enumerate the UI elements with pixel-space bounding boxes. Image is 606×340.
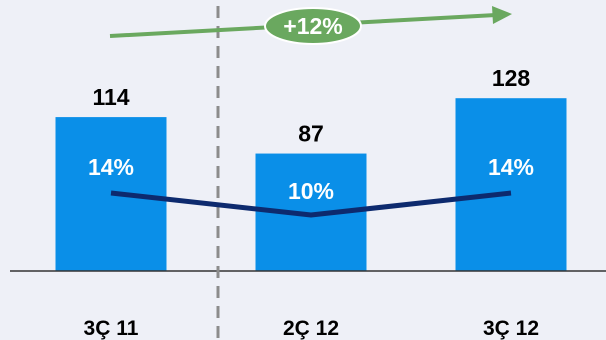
growth-annotation-label: +12%: [283, 13, 342, 39]
percentage-label-1: 14%: [88, 154, 134, 180]
bar-3: [455, 98, 567, 271]
category-label-3: 3Ç 12: [483, 317, 539, 340]
bar-value-label-2: 87: [298, 121, 324, 147]
growth-arrow-head: [492, 6, 512, 24]
bar-value-label-1: 114: [92, 84, 129, 110]
category-label-2: 2Ç 12: [283, 317, 339, 340]
percentage-label-3: 14%: [488, 154, 534, 180]
category-label-1: 3Ç 11: [84, 317, 139, 340]
growth-badge: [264, 7, 362, 45]
percentage-line-series: [110, 190, 512, 218]
percentage-label-2: 10%: [288, 178, 334, 204]
bar-value-label-3: 128: [492, 65, 531, 91]
